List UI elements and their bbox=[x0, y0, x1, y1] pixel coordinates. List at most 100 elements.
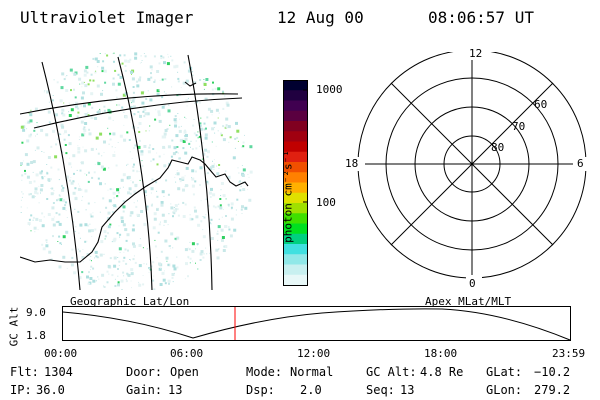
uv-speckle bbox=[81, 199, 83, 201]
uv-speckle bbox=[30, 109, 32, 111]
uv-speckle bbox=[130, 280, 132, 282]
uv-speckle bbox=[90, 265, 93, 268]
uv-speckle bbox=[122, 271, 125, 274]
uv-speckle bbox=[232, 156, 236, 160]
uv-speckle bbox=[78, 139, 80, 140]
uv-speckle bbox=[38, 202, 40, 204]
uv-speckle bbox=[92, 212, 94, 214]
uv-speckle bbox=[72, 180, 75, 183]
uv-speckle bbox=[216, 172, 220, 176]
uv-speckle bbox=[81, 81, 85, 85]
uv-speckle bbox=[87, 282, 90, 285]
uv-speckle bbox=[211, 141, 213, 143]
uv-speckle bbox=[56, 120, 58, 122]
colorbar-segment bbox=[283, 192, 308, 204]
uv-speckle bbox=[191, 242, 195, 246]
uv-speckle bbox=[72, 154, 76, 158]
uv-speckle bbox=[141, 164, 144, 167]
uv-emission-speckles bbox=[20, 52, 253, 290]
uv-speckle bbox=[199, 252, 203, 256]
uv-speckle bbox=[146, 112, 150, 116]
uv-speckle bbox=[66, 75, 68, 77]
time-tick-1200: 12:00 bbox=[297, 347, 331, 360]
uv-speckle bbox=[192, 74, 194, 76]
uv-speckle bbox=[30, 110, 32, 112]
uv-speckle bbox=[124, 115, 128, 119]
uv-speckle bbox=[77, 150, 81, 154]
uv-speckle bbox=[140, 150, 144, 154]
uv-speckle bbox=[69, 68, 73, 72]
uv-speckle bbox=[149, 144, 151, 147]
uv-speckle bbox=[109, 134, 111, 136]
colorbar-segment bbox=[283, 274, 308, 286]
uv-speckle bbox=[157, 110, 161, 114]
uv-speckle bbox=[197, 223, 201, 227]
uv-speckle bbox=[150, 187, 154, 191]
uv-speckle bbox=[57, 138, 59, 140]
uv-speckle bbox=[195, 101, 198, 104]
uv-speckle bbox=[139, 62, 141, 64]
uv-speckle bbox=[158, 62, 161, 65]
uv-speckle bbox=[161, 96, 164, 99]
uv-speckle bbox=[218, 167, 220, 169]
uv-speckle bbox=[224, 245, 228, 248]
uv-speckle bbox=[142, 247, 144, 249]
uv-speckle bbox=[139, 76, 142, 79]
uv-speckle bbox=[195, 140, 197, 142]
uv-speckle bbox=[217, 205, 220, 208]
uv-speckle bbox=[146, 194, 147, 196]
uv-speckle bbox=[103, 140, 106, 144]
uv-speckle bbox=[195, 215, 199, 219]
uv-speckle bbox=[22, 128, 26, 132]
uv-speckle bbox=[150, 192, 152, 194]
uv-speckle bbox=[81, 86, 83, 88]
uv-speckle bbox=[90, 215, 93, 218]
uv-speckle bbox=[167, 145, 171, 149]
uv-speckle bbox=[210, 196, 212, 198]
uv-speckle bbox=[200, 159, 202, 161]
uv-speckle bbox=[95, 136, 99, 140]
uv-speckle bbox=[83, 126, 86, 129]
uv-speckle bbox=[100, 92, 103, 96]
uv-speckle bbox=[112, 77, 115, 80]
uv-speckle bbox=[184, 248, 188, 252]
uv-speckle bbox=[240, 185, 242, 187]
uv-speckle bbox=[79, 223, 83, 227]
uv-speckle bbox=[193, 132, 196, 135]
uv-speckle bbox=[44, 110, 45, 112]
uv-speckle bbox=[111, 146, 113, 148]
uv-speckle bbox=[24, 169, 26, 172]
uv-speckle bbox=[225, 124, 228, 127]
uv-speckle bbox=[150, 204, 153, 207]
uv-speckle bbox=[113, 208, 115, 209]
uv-speckle bbox=[34, 107, 38, 111]
uv-speckle bbox=[47, 213, 51, 216]
lat-label-70: 70 bbox=[512, 120, 526, 133]
uv-speckle bbox=[117, 281, 120, 284]
uv-speckle bbox=[35, 135, 36, 137]
uv-speckle bbox=[53, 192, 55, 194]
uv-speckle bbox=[194, 209, 197, 213]
uv-speckle bbox=[89, 223, 91, 225]
uv-speckle bbox=[86, 71, 89, 74]
uv-speckle bbox=[163, 219, 167, 223]
uv-speckle bbox=[213, 121, 217, 125]
uv-speckle bbox=[173, 212, 176, 215]
uv-speckle bbox=[218, 248, 220, 250]
uv-speckle bbox=[210, 187, 213, 191]
uv-speckle bbox=[99, 108, 101, 110]
uv-speckle bbox=[184, 116, 186, 118]
uv-speckle bbox=[116, 232, 119, 235]
uv-speckle bbox=[225, 215, 227, 217]
uv-speckle bbox=[233, 228, 237, 232]
uv-speckle bbox=[164, 78, 167, 81]
uv-speckle bbox=[122, 200, 125, 202]
uv-speckle bbox=[50, 178, 52, 181]
uv-speckle bbox=[217, 239, 219, 241]
uv-speckle bbox=[155, 181, 158, 184]
uv-speckle bbox=[120, 279, 124, 283]
uv-speckle bbox=[237, 140, 239, 142]
uv-speckle bbox=[158, 155, 161, 158]
uv-speckle bbox=[160, 268, 161, 270]
uv-speckle bbox=[59, 198, 63, 202]
